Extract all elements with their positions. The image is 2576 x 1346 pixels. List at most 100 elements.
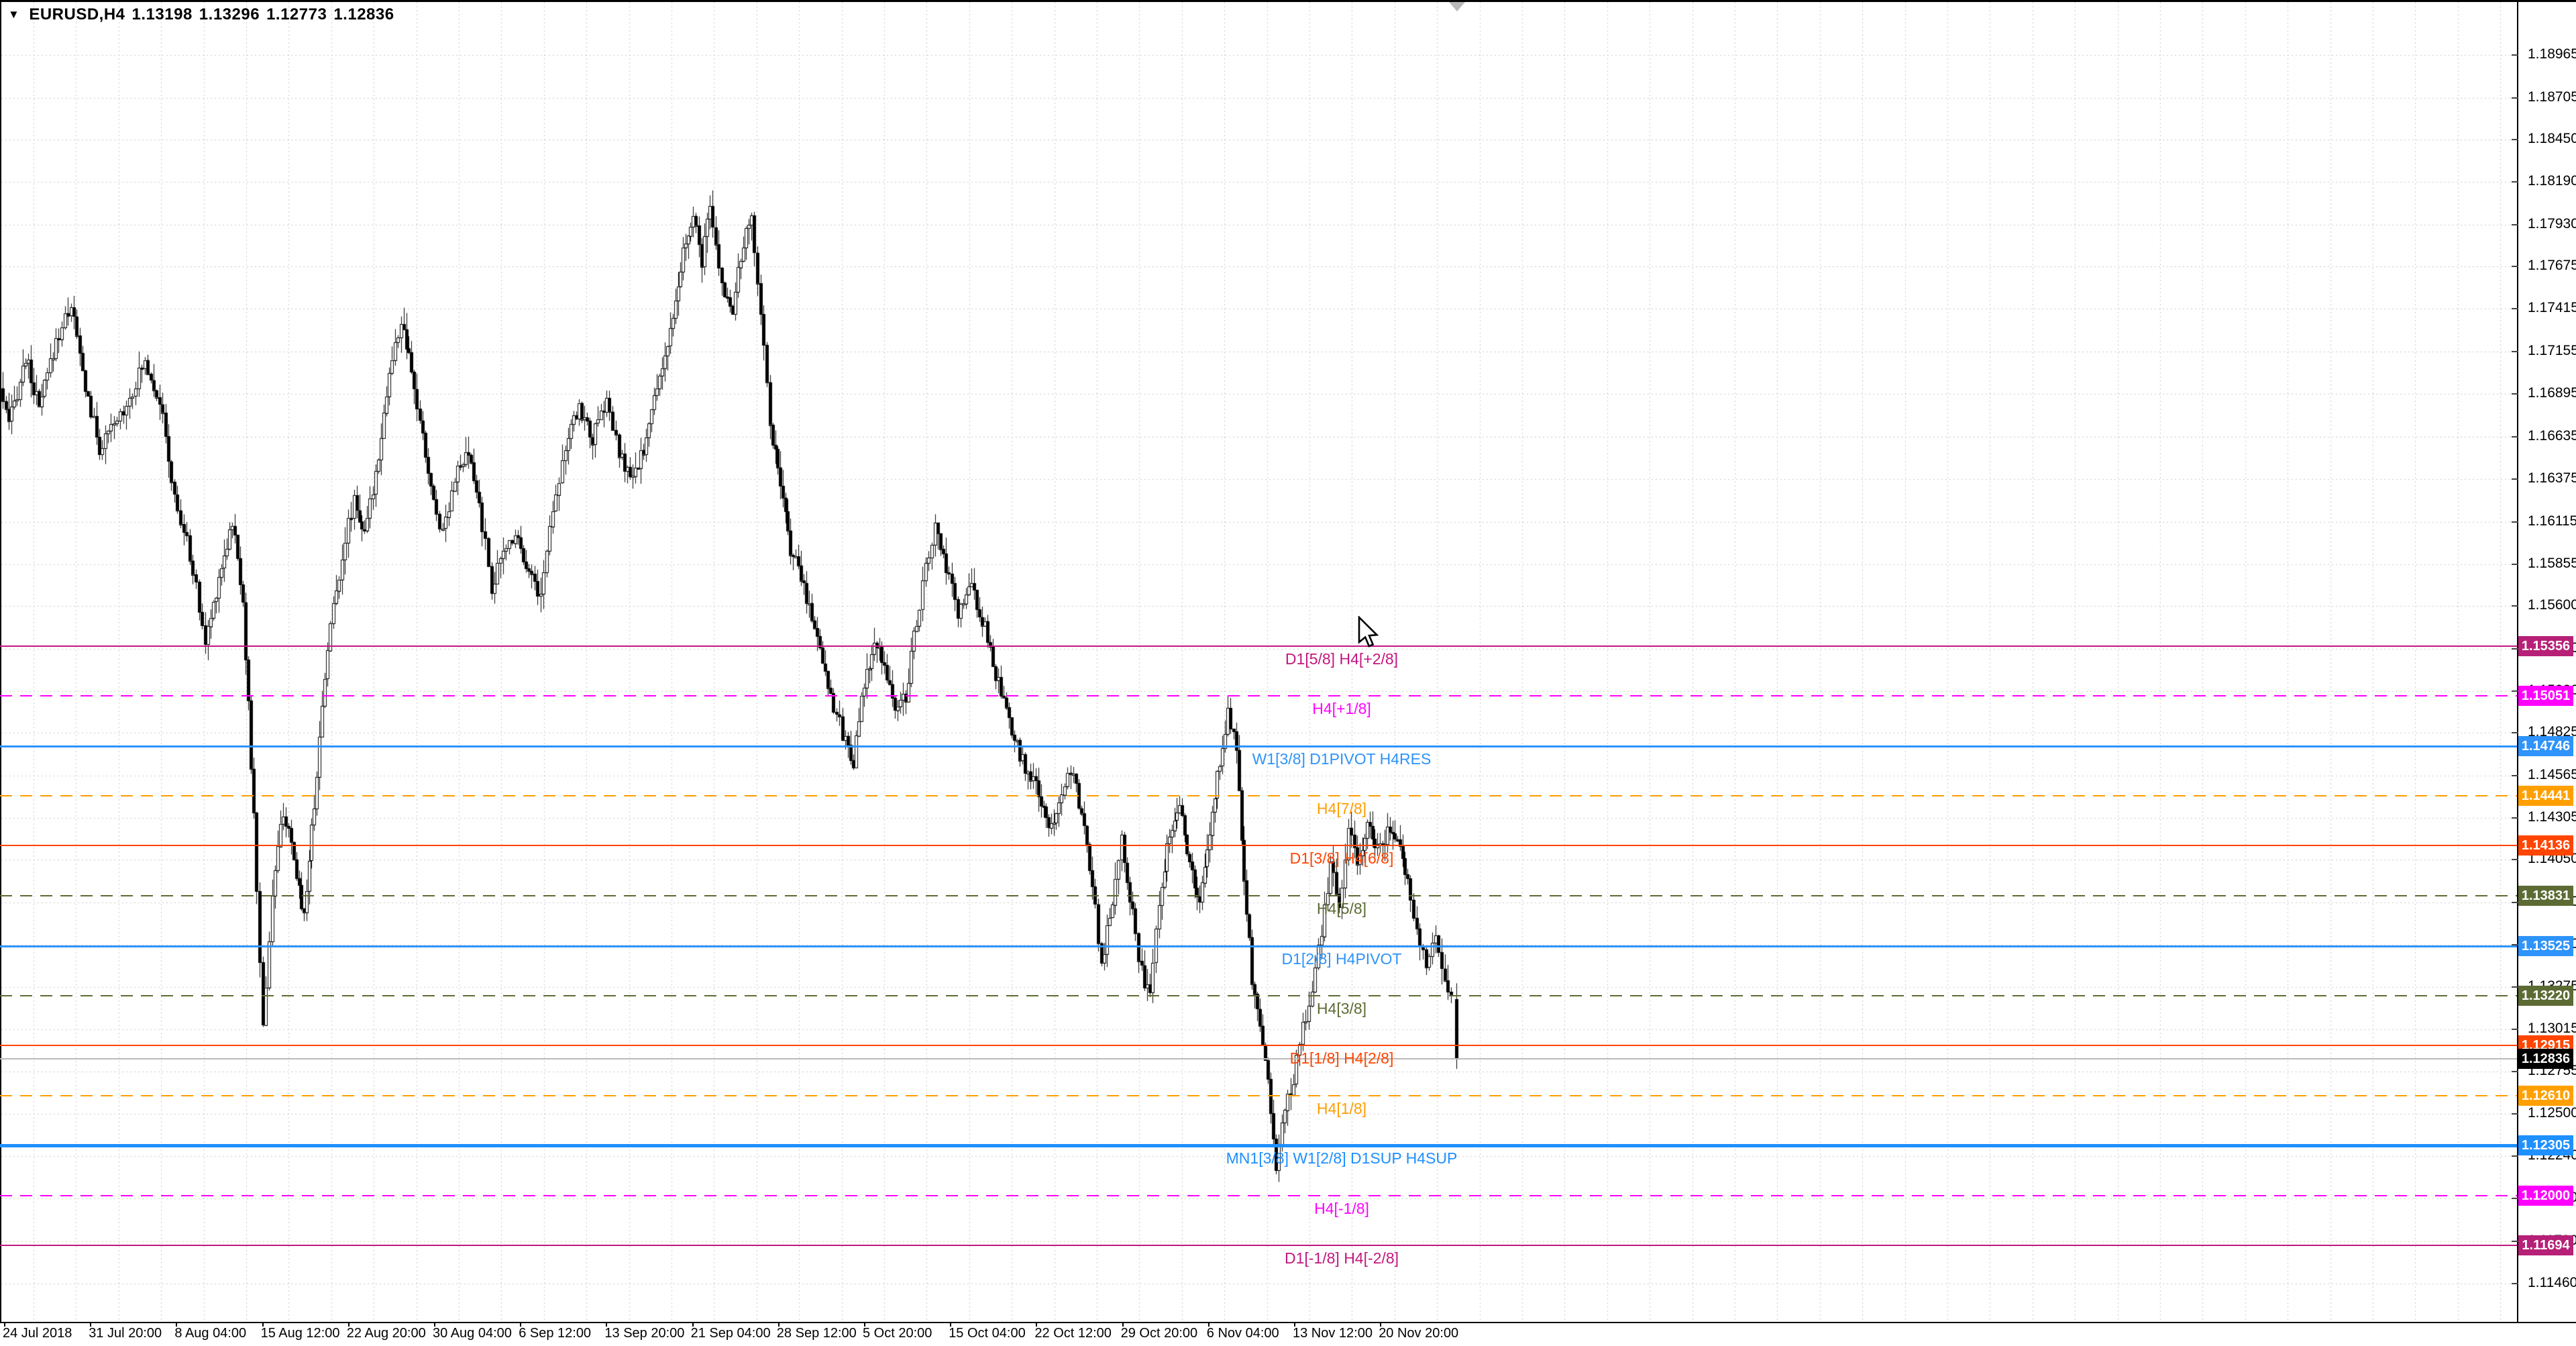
time-tick-label: 31 Jul 20:00 [89,1326,162,1341]
price-tick-label: 1.15600 [2528,597,2576,613]
level-label: W1[3/8] D1PIVOT H4RES [1252,750,1432,768]
price-tick-mark [2512,944,2518,945]
level-line-bid-price[interactable] [0,1058,2517,1059]
price-tick-mark [2512,1241,2518,1242]
price-axis-badge: 1.13220 [2518,986,2573,1006]
chart-title: EURUSD,H4 [29,5,125,23]
time-tick-label: 22 Oct 12:00 [1034,1326,1112,1341]
level-label: D1[1/8] H4[2/8] [1289,1049,1394,1067]
time-tick-mark [262,1322,264,1327]
time-tick-mark [1036,1322,1038,1327]
chart-header: ▼ EURUSD,H4 1.13198 1.13296 1.12773 1.12836 [8,5,401,24]
level-label: H4[1/8] [1316,1100,1367,1117]
price-tick-mark [2512,97,2518,99]
price-axis-badge: 1.14136 [2518,835,2573,856]
price-tick-mark [2512,478,2518,480]
level-line-d1-3-8-h4-6-8-[interactable] [0,845,2517,846]
time-tick-mark [606,1322,608,1327]
time-tick-label: 22 Aug 20:00 [346,1326,426,1341]
level-line-d1-1-8-h4-2-8-[interactable] [0,1245,2517,1246]
time-tick-label: 6 Sep 12:00 [519,1326,592,1341]
price-axis-badge: 1.15051 [2518,686,2573,706]
price-tick-mark [2512,1071,2518,1072]
time-tick-mark [520,1322,522,1327]
time-tick-label: 15 Aug 12:00 [260,1326,340,1341]
level-line-h4-1-8-[interactable] [0,695,2517,696]
level-line-h4-3-8-[interactable] [0,995,2517,996]
price-tick-mark [2512,436,2518,437]
price-tick-mark [2512,308,2518,309]
price-tick-label: 1.17930 [2528,216,2576,231]
price-tick-mark [2512,1198,2518,1199]
price-tick-mark [2512,902,2518,903]
price-tick-label: 1.16635 [2528,428,2576,444]
price-tick-mark [2512,224,2518,225]
price-tick-label: 1.16375 [2528,470,2576,486]
level-line-d1-1-8-h4-2-8-[interactable] [0,1045,2517,1046]
price-tick-mark [2512,648,2518,650]
ohlc-open: 1.13198 [131,5,193,23]
time-tick-mark [90,1322,92,1327]
chart-shift-marker-icon[interactable] [1449,2,1465,11]
price-tick-label: 1.14565 [2528,767,2576,782]
price-tick-mark [2512,732,2518,733]
time-tick-mark [347,1322,350,1327]
time-tick-mark [434,1322,435,1327]
time-tick-label: 20 Nov 20:00 [1379,1326,1459,1341]
time-tick-mark [692,1322,694,1327]
price-axis-line [2517,0,2518,1322]
price-axis-badge: 1.11694 [2518,1235,2573,1255]
time-tick-mark [1294,1322,1295,1327]
price-tick-mark [2512,266,2518,267]
chart-left-border [0,0,1,1322]
time-tick-mark [1122,1322,1124,1327]
price-axis-badge: 1.14441 [2518,786,2573,806]
price-tick-label: 1.17675 [2528,258,2576,273]
price-tick-mark [2512,1155,2518,1157]
price-axis-badge: 1.12305 [2518,1135,2573,1155]
price-tick-mark [2512,1113,2518,1115]
level-line-mn1-3-8-w1-2-8-d1sup-h4sup[interactable] [0,1144,2517,1147]
price-axis-badge: 1.13525 [2518,936,2573,956]
price-tick-label: 1.18450 [2528,131,2576,146]
mouse-cursor-icon [1358,616,1379,648]
level-line-w1-3-8-d1pivot-h4res[interactable] [0,745,2517,747]
level-label: H4[7/8] [1316,800,1367,817]
chart-bottom-border [0,1322,2576,1323]
price-tick-mark [2512,1283,2518,1284]
symbol-dropdown-icon[interactable]: ▼ [8,8,20,21]
time-tick-mark [777,1322,780,1327]
time-tick-label: 8 Aug 04:00 [174,1326,247,1341]
price-tick-label: 1.17415 [2528,300,2576,315]
price-axis-badge: 1.13831 [2518,886,2573,906]
time-tick-mark [1208,1322,1210,1327]
price-tick-label: 1.17155 [2528,343,2576,358]
price-tick-label: 1.16895 [2528,385,2576,401]
price-tick-label: 1.11460 [2528,1275,2576,1290]
price-tick-mark [2512,521,2518,523]
level-line-h4-7-8-[interactable] [0,795,2517,796]
price-tick-label: 1.15855 [2528,556,2576,571]
price-tick-label: 1.13015 [2528,1021,2576,1036]
time-tick-mark [864,1322,865,1327]
level-line-h4-1-8-[interactable] [0,1195,2517,1196]
price-tick-label: 1.18965 [2528,46,2576,62]
price-axis-badge: 1.12000 [2518,1186,2573,1206]
ohlc-low: 1.12773 [266,5,327,23]
time-tick-mark [1380,1322,1382,1327]
level-line-h4-1-8-[interactable] [0,1095,2517,1096]
level-line-d1-2-8-h4pivot[interactable] [0,945,2517,947]
price-tick-label: 1.18705 [2528,89,2576,105]
time-tick-label: 13 Sep 20:00 [604,1326,685,1341]
level-line-h4-5-8-[interactable] [0,895,2517,896]
price-tick-mark [2512,605,2518,607]
price-tick-mark [2512,54,2518,56]
time-tick-label: 21 Sep 04:00 [690,1326,771,1341]
price-tick-label: 1.14305 [2528,809,2576,825]
time-tick-mark [176,1322,178,1327]
price-tick-mark [2512,351,2518,352]
price-tick-label: 1.16115 [2528,513,2576,529]
level-line-d1-5-8-h4-2-8-[interactable] [0,645,2517,647]
level-label: D1[5/8] H4[+2/8] [1285,650,1399,668]
